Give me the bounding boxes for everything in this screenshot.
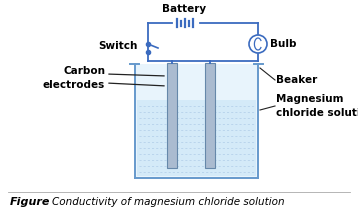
Bar <box>167 63 177 168</box>
Text: Figure: Figure <box>10 197 50 207</box>
Polygon shape <box>137 100 256 176</box>
Text: Beaker: Beaker <box>276 75 317 85</box>
Text: Switch: Switch <box>98 41 138 51</box>
Polygon shape <box>135 64 258 178</box>
Bar <box>205 63 215 168</box>
Text: Magnesium
chloride solution: Magnesium chloride solution <box>276 94 358 118</box>
Text: Bulb: Bulb <box>270 39 296 49</box>
Text: Battery: Battery <box>162 4 206 14</box>
Text: Carbon
electrodes: Carbon electrodes <box>43 66 105 90</box>
Text: Conductivity of magnesium chloride solution: Conductivity of magnesium chloride solut… <box>52 197 285 207</box>
